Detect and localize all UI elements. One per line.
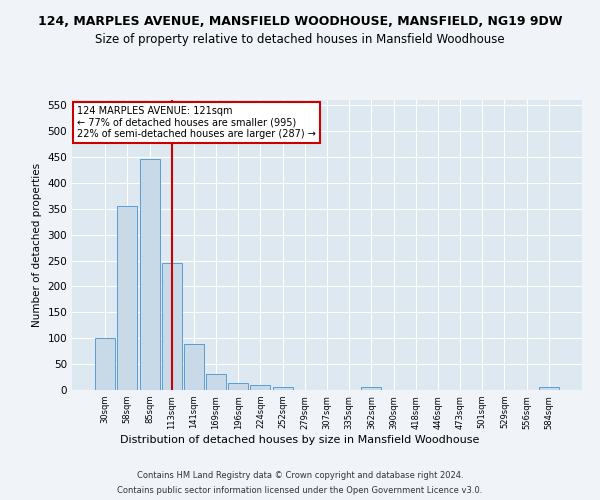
Text: 124, MARPLES AVENUE, MANSFIELD WOODHOUSE, MANSFIELD, NG19 9DW: 124, MARPLES AVENUE, MANSFIELD WOODHOUSE… [38, 15, 562, 28]
Text: 124 MARPLES AVENUE: 121sqm
← 77% of detached houses are smaller (995)
22% of sem: 124 MARPLES AVENUE: 121sqm ← 77% of deta… [77, 106, 316, 139]
Bar [206, 374, 226, 390]
Bar [539, 388, 559, 390]
Y-axis label: Number of detached properties: Number of detached properties [32, 163, 42, 327]
Bar [361, 387, 382, 390]
Text: Contains HM Land Registry data © Crown copyright and database right 2024.: Contains HM Land Registry data © Crown c… [137, 471, 463, 480]
Bar [228, 384, 248, 390]
Bar [95, 338, 115, 390]
Bar [184, 344, 204, 390]
Text: Distribution of detached houses by size in Mansfield Woodhouse: Distribution of detached houses by size … [121, 435, 479, 445]
Bar [162, 262, 182, 390]
Bar [250, 386, 271, 390]
Bar [272, 387, 293, 390]
Bar [118, 206, 137, 390]
Text: Contains public sector information licensed under the Open Government Licence v3: Contains public sector information licen… [118, 486, 482, 495]
Bar [140, 158, 160, 390]
Text: Size of property relative to detached houses in Mansfield Woodhouse: Size of property relative to detached ho… [95, 32, 505, 46]
